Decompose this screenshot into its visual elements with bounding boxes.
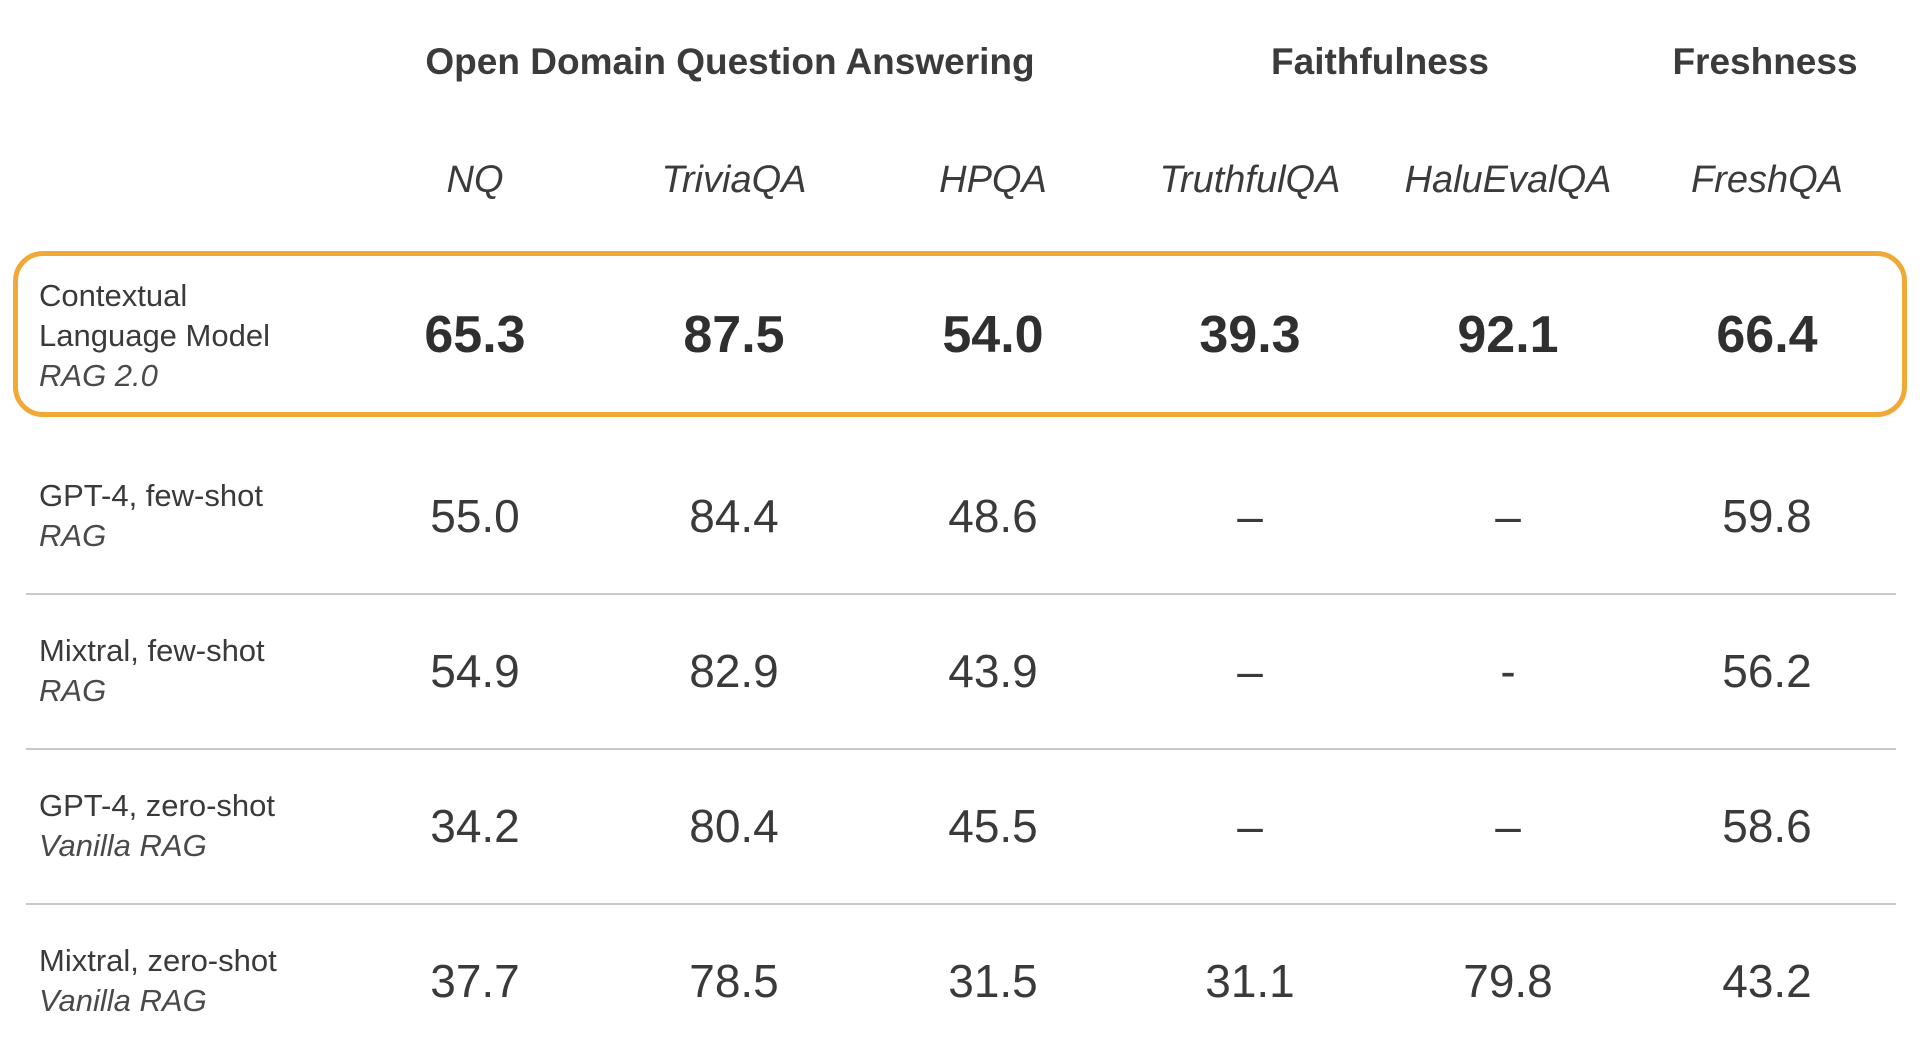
cell-value: 80.4 — [689, 800, 779, 852]
row-divider — [26, 903, 1896, 905]
model-name-line: GPT-4, zero-shot — [39, 788, 276, 823]
cell-value: 59.8 — [1722, 490, 1812, 542]
row-label-contextual-lm: Contextual Language Model RAG 2.0 — [39, 276, 270, 396]
row-label-mixtral-zero-shot: Mixtral, zero-shot Vanilla RAG — [39, 941, 277, 1021]
cell-value: 31.1 — [1205, 955, 1295, 1007]
cell-value: 43.2 — [1722, 955, 1812, 1007]
cell-value: 45.5 — [948, 800, 1038, 852]
cell-value: 82.9 — [689, 645, 779, 697]
cell-value: – — [1495, 490, 1521, 542]
column-header-truthfulqa: TruthfulQA — [1159, 159, 1341, 201]
row-divider — [26, 748, 1896, 750]
column-header-freshqa: FreshQA — [1690, 159, 1844, 201]
cell-value: 43.9 — [948, 645, 1038, 697]
cell-value: 65.3 — [424, 306, 526, 364]
cell-value: – — [1495, 800, 1521, 852]
cell-value: - — [1500, 645, 1516, 697]
cell-value: 66.4 — [1716, 306, 1818, 364]
column-header-haluevalqa: HaluEvalQA — [1404, 159, 1612, 201]
model-name-line: Mixtral, zero-shot — [39, 943, 277, 978]
row-label-gpt4-zero-shot: GPT-4, zero-shot Vanilla RAG — [39, 786, 275, 866]
cell-value: 84.4 — [689, 490, 779, 542]
cell-value: 79.8 — [1463, 955, 1553, 1007]
group-header-faithfulness: Faithfulness — [1271, 41, 1489, 82]
cell-value: – — [1237, 490, 1263, 542]
highlight-box — [13, 251, 1907, 417]
method-name: RAG — [39, 673, 107, 708]
group-header-open-domain-qa: Open Domain Question Answering — [425, 41, 1035, 82]
cell-value: 92.1 — [1457, 306, 1559, 364]
cell-value: 48.6 — [948, 490, 1038, 542]
column-header-nq: NQ — [446, 159, 504, 201]
cell-value: 56.2 — [1722, 645, 1812, 697]
model-name-line: Language Model — [39, 318, 270, 353]
method-name: RAG 2.0 — [39, 358, 158, 393]
model-name-line: Mixtral, few-shot — [39, 633, 265, 668]
model-name-line: Contextual — [39, 278, 188, 313]
method-name: RAG — [39, 518, 107, 553]
cell-value: 37.7 — [430, 955, 520, 1007]
cell-value: 55.0 — [430, 490, 520, 542]
cell-value: 78.5 — [689, 955, 779, 1007]
cell-value: – — [1237, 800, 1263, 852]
method-name: Vanilla RAG — [39, 828, 207, 863]
row-label-gpt4-few-shot: GPT-4, few-shot RAG — [39, 476, 263, 556]
column-header-triviaqa: TriviaQA — [661, 159, 807, 201]
cell-value: 34.2 — [430, 800, 520, 852]
cell-value: 54.9 — [430, 645, 520, 697]
cell-value: 58.6 — [1722, 800, 1812, 852]
model-name-line: GPT-4, few-shot — [39, 478, 263, 513]
group-header-freshness: Freshness — [1672, 41, 1858, 82]
cell-value: – — [1237, 645, 1263, 697]
cell-value: 87.5 — [683, 306, 785, 364]
column-header-hpqa: HPQA — [939, 159, 1047, 201]
row-label-mixtral-few-shot: Mixtral, few-shot RAG — [39, 631, 265, 711]
cell-value: 31.5 — [948, 955, 1038, 1007]
cell-value: 39.3 — [1199, 306, 1301, 364]
cell-value: 54.0 — [942, 306, 1044, 364]
method-name: Vanilla RAG — [39, 983, 207, 1018]
row-divider — [26, 593, 1896, 595]
